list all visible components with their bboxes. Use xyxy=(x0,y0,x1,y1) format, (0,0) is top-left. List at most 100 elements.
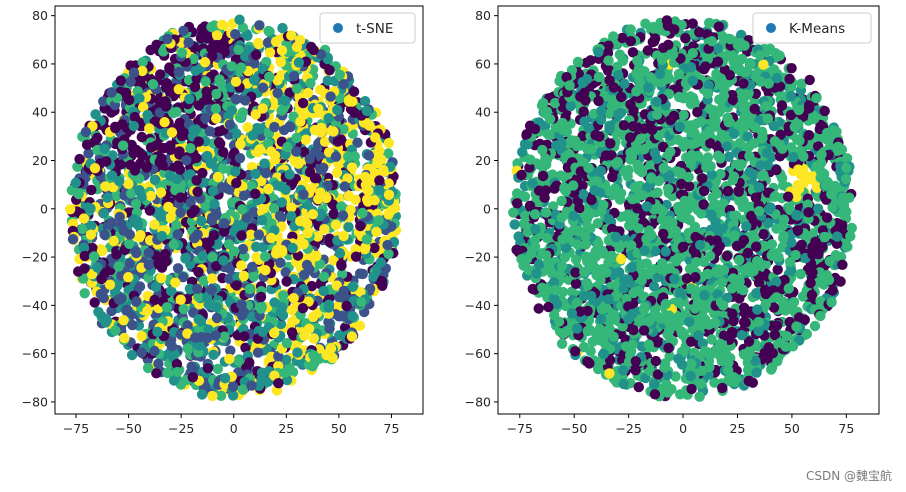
scatter-point xyxy=(198,275,210,286)
scatter-point xyxy=(160,248,171,260)
scatter-point xyxy=(321,192,332,204)
scatter-point xyxy=(257,326,268,337)
scatter-point xyxy=(256,215,268,226)
scatter-point xyxy=(199,57,211,68)
scatter-point xyxy=(259,158,270,169)
scatter-point xyxy=(86,220,97,231)
legend: t-SNE xyxy=(319,12,416,44)
scatter-point xyxy=(328,126,339,137)
scatter-point xyxy=(343,94,355,106)
scatter-point xyxy=(182,343,193,354)
scatter-point xyxy=(371,226,382,238)
scatter-point xyxy=(189,81,201,93)
scatter-point xyxy=(134,281,146,292)
scatter-point xyxy=(272,87,283,99)
scatter-point xyxy=(330,219,342,231)
scatter-point xyxy=(98,96,109,107)
legend-marker xyxy=(333,23,343,33)
scatter-point xyxy=(154,157,165,168)
scatter-point xyxy=(372,158,383,169)
scatter-point xyxy=(237,204,248,215)
scatter-point xyxy=(518,218,530,229)
scatter-point xyxy=(145,190,156,202)
scatter-point xyxy=(99,229,110,240)
scatter-point xyxy=(190,65,201,77)
scatter-point xyxy=(383,209,394,220)
scatter-point xyxy=(519,191,531,202)
scatter-point xyxy=(151,368,162,379)
scatter-point xyxy=(286,327,298,338)
scatter-point xyxy=(260,168,272,179)
scatter-point xyxy=(743,336,755,347)
scatter-point xyxy=(150,281,162,293)
scatter-point xyxy=(190,124,202,135)
scatter-point xyxy=(304,167,316,178)
scatter-point xyxy=(195,316,207,327)
scatter-point xyxy=(247,130,259,141)
scatter-point xyxy=(343,190,354,202)
scatter-point xyxy=(116,218,127,230)
scatter-point xyxy=(286,30,297,41)
scatter-point xyxy=(173,66,185,78)
scatter-point xyxy=(230,76,242,87)
scatter-point xyxy=(90,109,101,120)
scatter-point xyxy=(809,320,821,332)
scatter-point xyxy=(295,116,306,127)
x-tick-label: 50 xyxy=(331,421,347,436)
scatter-point xyxy=(253,229,265,240)
scatter-point xyxy=(73,188,84,200)
scatter-point xyxy=(269,327,280,339)
axes-frame xyxy=(54,5,424,415)
scatter-point xyxy=(108,235,119,247)
scatter-point xyxy=(211,312,223,324)
x-tick-label: 75 xyxy=(384,421,400,436)
scatter-point xyxy=(165,140,176,151)
scatter-point xyxy=(308,350,319,361)
scatter-point xyxy=(357,268,368,280)
scatter-point xyxy=(227,390,239,401)
scatter-point xyxy=(65,204,76,215)
scatter-point xyxy=(361,194,373,205)
scatter-point xyxy=(280,367,291,378)
scatter-point xyxy=(187,372,198,383)
scatter-point xyxy=(752,341,763,352)
scatter-point xyxy=(256,175,267,187)
scatter-point xyxy=(355,286,366,298)
scatter-point xyxy=(237,243,249,255)
scatter-point xyxy=(100,181,111,192)
scatter-point xyxy=(374,185,385,196)
scatter-point xyxy=(149,345,160,357)
scatter-point xyxy=(260,251,271,262)
scatter-point xyxy=(162,367,173,379)
scatter-point xyxy=(102,192,113,203)
scatter-point xyxy=(144,123,155,134)
scatter-point xyxy=(152,326,163,337)
scatter-point xyxy=(281,276,292,287)
scatter-point xyxy=(297,97,309,109)
scatter-point xyxy=(354,320,366,331)
scatter-point xyxy=(144,205,156,216)
scatter-point xyxy=(347,311,358,322)
scatter-point xyxy=(232,355,244,366)
scatter-point xyxy=(226,105,238,116)
scatter-point xyxy=(250,109,261,120)
scatter-point xyxy=(346,162,358,173)
scatter-point xyxy=(786,265,797,276)
scatter-point xyxy=(336,259,347,270)
scatter-point xyxy=(207,50,218,62)
scatter-point xyxy=(276,197,287,208)
scatter-point xyxy=(302,228,313,239)
scatter-point xyxy=(331,167,343,178)
scatter-point xyxy=(293,158,304,169)
scatter-point xyxy=(104,279,116,290)
scatter-point xyxy=(219,331,230,342)
scatter-point xyxy=(165,285,177,297)
scatter-point xyxy=(231,280,242,291)
scatter-point xyxy=(142,109,153,121)
scatter-point xyxy=(280,184,291,195)
scatter-point xyxy=(670,371,681,382)
scatter-point xyxy=(210,330,221,341)
scatter-point xyxy=(801,328,812,340)
scatter-point xyxy=(302,87,314,99)
scatter-point xyxy=(592,218,603,229)
